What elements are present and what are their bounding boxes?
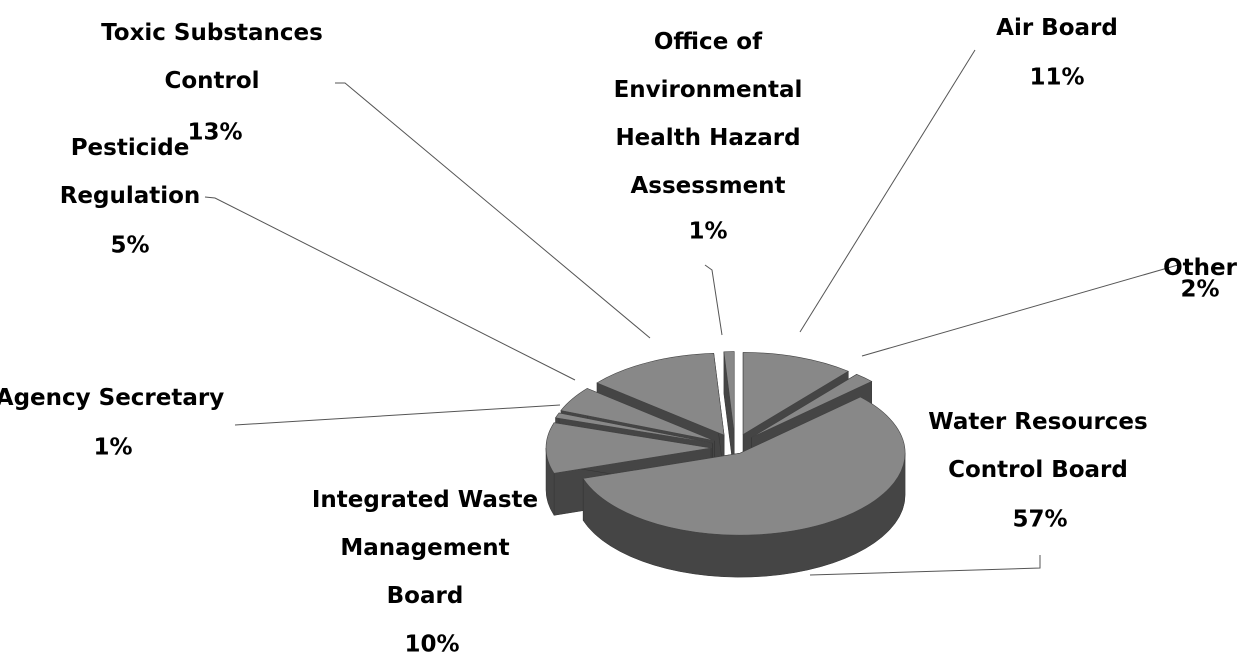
slice-value-label: 5%	[110, 233, 149, 259]
leader-line	[704, 264, 723, 336]
slice-value-label: 10%	[404, 632, 459, 658]
label-line: Agency Secretary	[0, 385, 224, 411]
label-line: Air Board	[996, 15, 1118, 41]
slice-value-label: 13%	[187, 120, 242, 146]
slice-label: Other	[1163, 255, 1238, 281]
label-line: Toxic Substances	[101, 20, 323, 46]
label-line: Management	[340, 535, 509, 561]
label-line: Environmental	[614, 77, 803, 103]
slice-label: Agency Secretary	[0, 385, 224, 411]
label-line: Regulation	[60, 183, 201, 209]
leader-line	[861, 264, 1179, 357]
slice-label: Air Board	[996, 15, 1118, 41]
slice-label: Toxic Substances Control	[101, 20, 323, 94]
leader-line	[335, 82, 651, 339]
leader-line	[204, 196, 576, 381]
label-line: Assessment	[630, 173, 785, 199]
pie-slice	[751, 373, 873, 438]
leader-line	[809, 555, 1041, 576]
pie-slice	[560, 388, 715, 441]
slice-value-label: 1%	[688, 219, 727, 245]
slice-label: Office of Environmental Health Hazard Asses…	[614, 29, 803, 199]
pie-slice	[742, 352, 849, 435]
label-line: Pesticide	[71, 135, 190, 161]
pie-slice	[596, 353, 725, 436]
pie-slice	[545, 422, 712, 474]
label-line: Other	[1163, 255, 1238, 281]
label-line: Control Board	[948, 457, 1128, 483]
slice-label: Water Resources Control Board	[928, 409, 1147, 483]
slice-label: Pesticide Regulation	[60, 135, 201, 209]
pie-slice	[554, 412, 713, 444]
slice-value-label: 2%	[1180, 277, 1219, 303]
label-line: Control	[164, 68, 259, 94]
label-line: Board	[387, 583, 464, 609]
slice-value-label: 57%	[1012, 507, 1067, 533]
label-line: Health Hazard	[615, 125, 800, 151]
slice-value-label: 1%	[93, 435, 132, 461]
pie-slice	[723, 351, 735, 434]
slice-value-label: 11%	[1029, 65, 1084, 91]
label-line: Office of	[654, 29, 763, 55]
pie-slice	[582, 396, 906, 536]
leader-line	[234, 404, 561, 426]
leader-line	[799, 49, 976, 333]
label-line: Integrated Waste	[312, 487, 538, 513]
slice-label: Integrated Waste Management Board	[312, 487, 538, 609]
label-line: Water Resources	[928, 409, 1147, 435]
